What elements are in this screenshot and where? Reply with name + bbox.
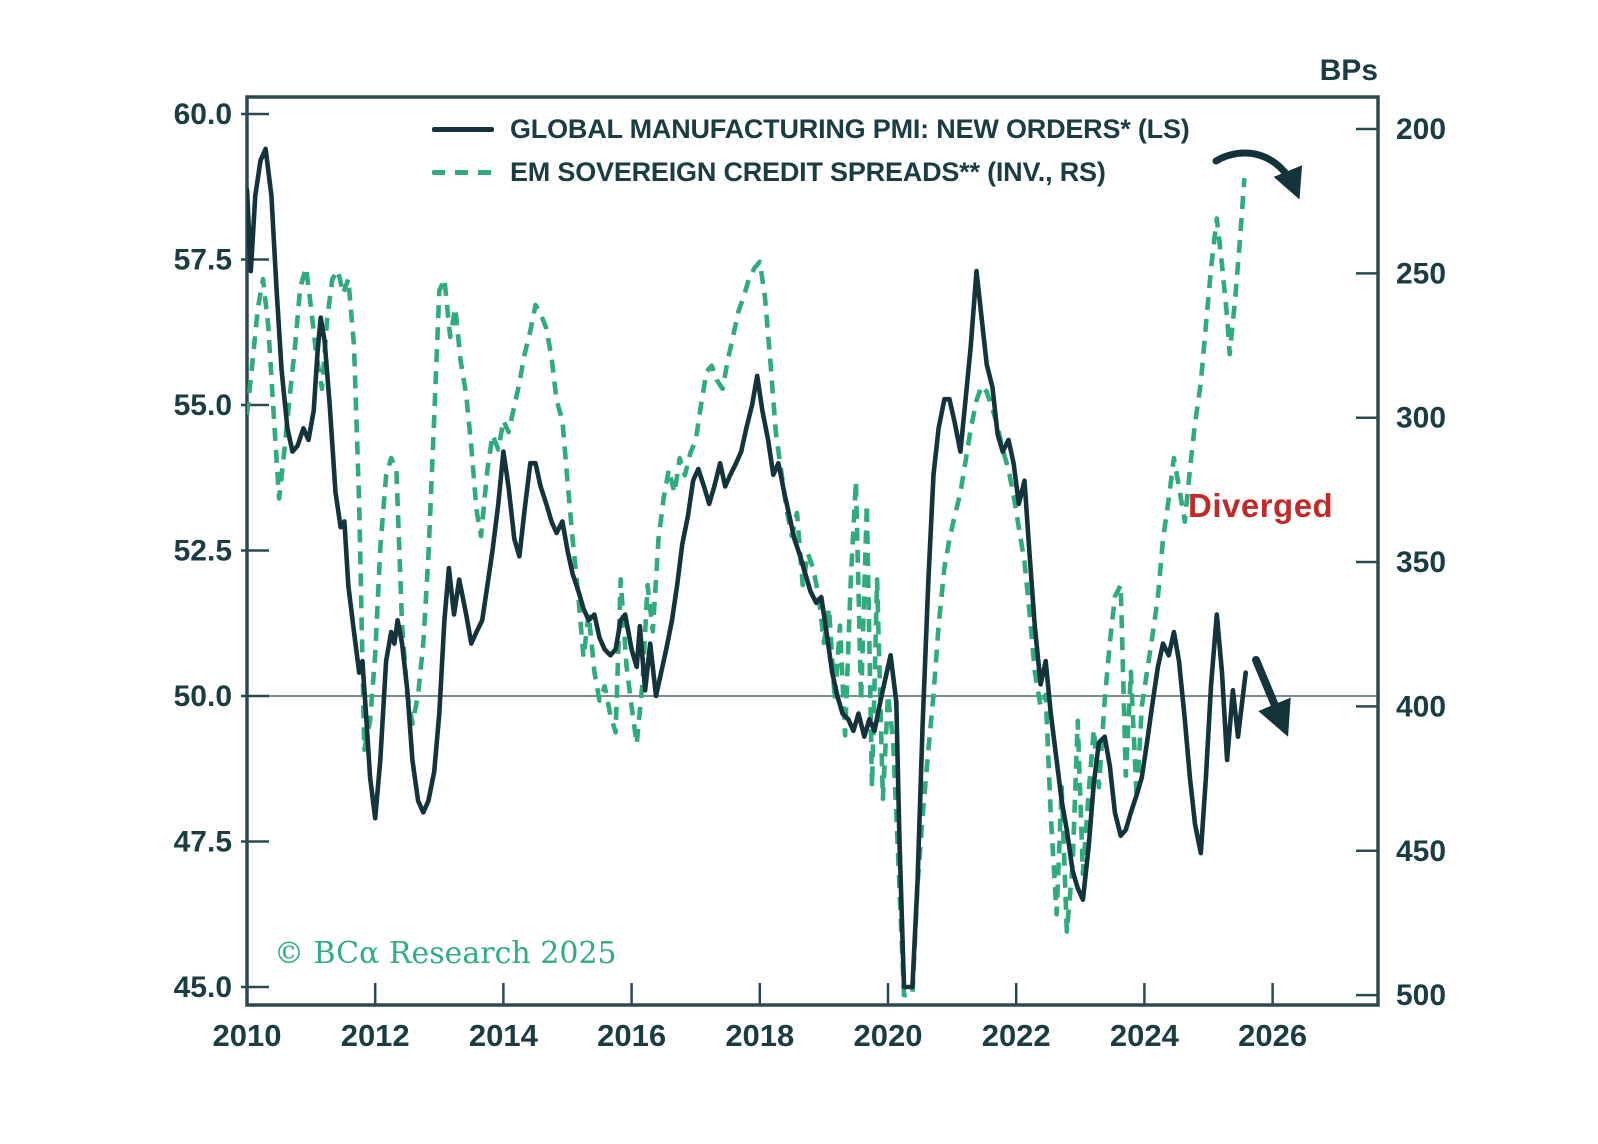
left-axis-label: 52.5 xyxy=(174,535,232,568)
right-axis-title: BPs xyxy=(1319,54,1378,87)
right-axis-label: 500 xyxy=(1396,979,1446,1012)
spreads-line-swatch xyxy=(432,169,494,175)
right-axis-label: 450 xyxy=(1396,835,1446,868)
x-axis-label: 2018 xyxy=(725,1018,794,1053)
left-axis-label: 45.0 xyxy=(174,971,232,1004)
diverged-annotation: Diverged xyxy=(1188,487,1334,524)
x-axis-label: 2024 xyxy=(1110,1018,1180,1053)
pmi-line-swatch xyxy=(432,126,494,132)
right-axis-label: 300 xyxy=(1396,402,1446,435)
left-axis-label: 55.0 xyxy=(174,389,232,422)
left-axis-label: 57.5 xyxy=(174,244,232,277)
pmi-line xyxy=(247,146,1248,990)
legend-label-spreads: EM SOVEREIGN CREDIT SPREADS** (INV., RS) xyxy=(510,156,1106,187)
left-axis-label: 50.0 xyxy=(174,680,232,713)
x-axis-label: 2016 xyxy=(597,1018,666,1053)
series-group xyxy=(247,146,1248,998)
right-axis-label: 400 xyxy=(1396,690,1446,723)
legend-label-pmi: GLOBAL MANUFACTURING PMI: NEW ORDERS* (L… xyxy=(510,113,1190,144)
legend-item-pmi: GLOBAL MANUFACTURING PMI: NEW ORDERS* (L… xyxy=(432,112,1190,146)
x-axis-label: 2010 xyxy=(213,1018,282,1053)
left-axis-label: 60.0 xyxy=(174,98,232,131)
plot-border xyxy=(245,95,1380,1007)
legend: GLOBAL MANUFACTURING PMI: NEW ORDERS* (L… xyxy=(432,112,1190,189)
x-axis-label: 2020 xyxy=(854,1018,923,1053)
x-axis-label: 2012 xyxy=(341,1018,410,1053)
copyright-note: © BCα Research 2025 xyxy=(274,936,617,971)
spreads-line xyxy=(247,177,1247,998)
right-axis-label: 250 xyxy=(1396,257,1446,290)
right-axis-label: 200 xyxy=(1396,113,1446,146)
left-axis-label: 47.5 xyxy=(174,826,232,859)
x-axis-label: 2026 xyxy=(1238,1018,1307,1053)
x-axis-label: 2022 xyxy=(982,1018,1051,1053)
right-axis-label: 350 xyxy=(1396,546,1446,579)
x-axis-label: 2014 xyxy=(469,1018,539,1053)
down-right-arrow xyxy=(1252,656,1291,737)
curved-down-arrow xyxy=(1212,149,1303,200)
legend-item-spreads: EM SOVEREIGN CREDIT SPREADS** (INV., RS) xyxy=(432,155,1190,189)
